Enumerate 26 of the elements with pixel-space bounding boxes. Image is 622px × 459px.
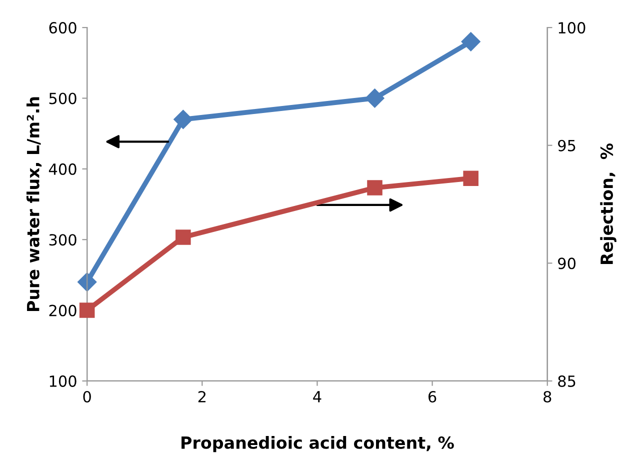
point: [365, 88, 384, 108]
point: [174, 110, 193, 129]
y-tick-label: 400: [48, 163, 76, 175]
y-tick-label: 300: [49, 234, 76, 246]
point: [176, 230, 191, 245]
y2-tick-label: 90: [558, 258, 576, 270]
y-axis-title: Pure water flux, L/m².h: [26, 97, 42, 312]
x-axis-title: Propanedioic acid content, %: [182, 436, 454, 452]
x-tick-label: 2: [198, 390, 206, 402]
x-tick-label: 8: [544, 390, 552, 403]
point: [463, 170, 478, 186]
y-tick-label: 500: [49, 92, 76, 104]
y-tick-label: 200: [49, 304, 76, 316]
y2-tick-label: 100: [558, 22, 586, 34]
y2-tick-label: 85: [558, 375, 576, 387]
y-tick-label: 600: [49, 22, 76, 34]
y2-axis-title: Rejection, %: [600, 143, 616, 264]
point: [461, 32, 480, 52]
point: [367, 180, 382, 196]
x-tick-label: 0: [83, 390, 91, 403]
x-tick-label: 6: [428, 390, 436, 403]
point: [79, 302, 95, 318]
point: [78, 272, 97, 292]
y2-tick-label: 95: [558, 140, 576, 152]
x-tick-label: 4: [313, 391, 322, 402]
y-tick-label: 100: [50, 375, 76, 387]
